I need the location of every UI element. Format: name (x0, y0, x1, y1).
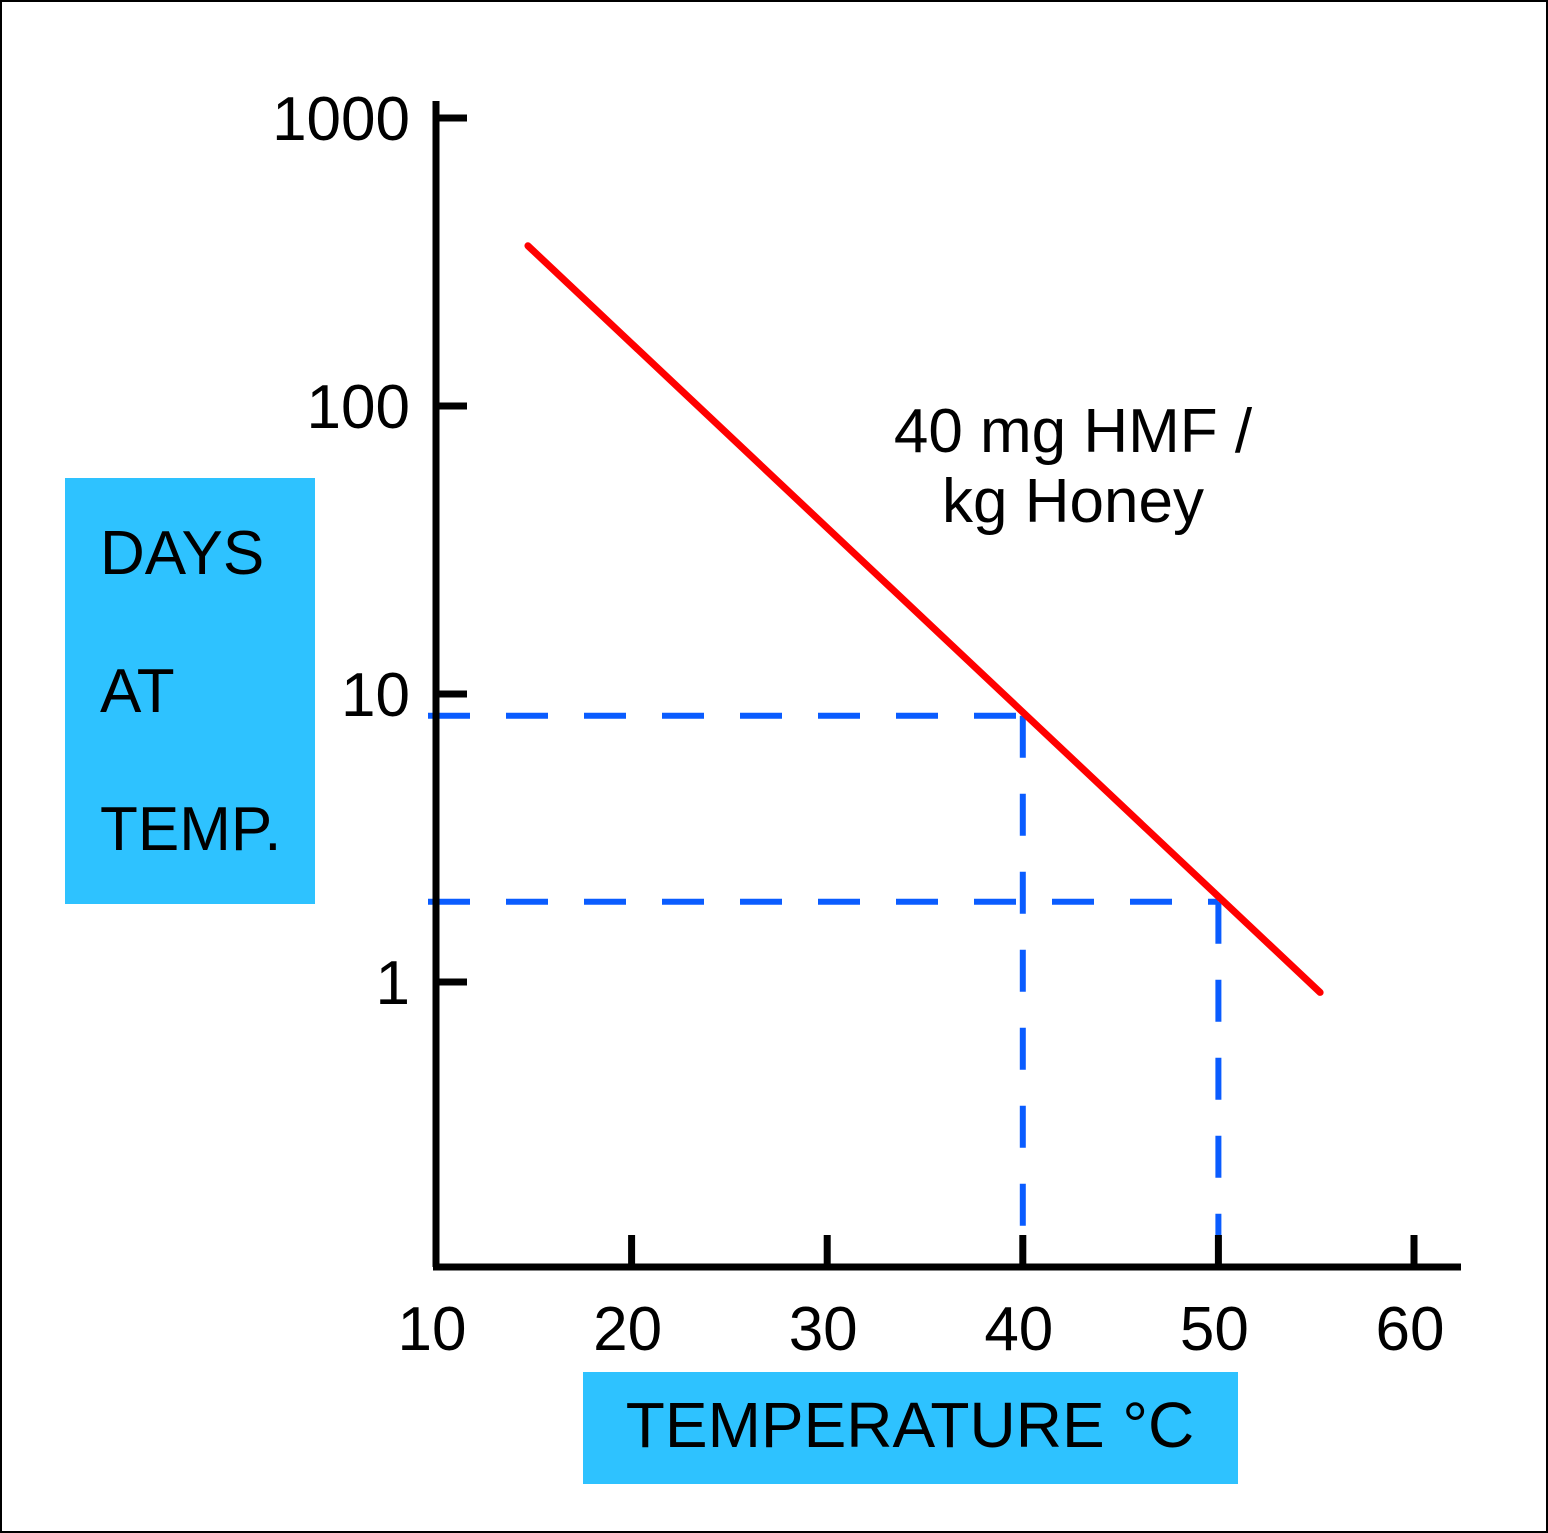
x-tick-label: 10 (398, 1295, 467, 1364)
x-axis-label: TEMPERATURE °C (626, 1389, 1194, 1461)
y-axis-label-line-1: DAYS (100, 519, 264, 588)
y-axis-label-line-3: TEMP. (100, 795, 281, 864)
y-tick-label: 100 (307, 373, 410, 442)
y-axis-label-line-2: AT (100, 657, 175, 726)
y-tick-label: 1 (376, 949, 410, 1018)
annotation-line-1: 40 mg HMF / (894, 397, 1253, 466)
annotation-line-2: kg Honey (942, 467, 1204, 536)
series-line-1 (524, 242, 1324, 996)
x-tick-label: 20 (593, 1295, 662, 1364)
x-tick-label: 30 (789, 1295, 858, 1364)
x-axis-label-box (583, 1372, 1238, 1484)
y-axis-label-box (65, 478, 315, 904)
x-tick-label: 50 (1180, 1295, 1249, 1364)
x-tick-label: 40 (984, 1295, 1053, 1364)
y-tick-label: 1000 (272, 85, 410, 154)
x-tick-label: 60 (1376, 1295, 1445, 1364)
y-tick-label: 10 (341, 661, 410, 730)
